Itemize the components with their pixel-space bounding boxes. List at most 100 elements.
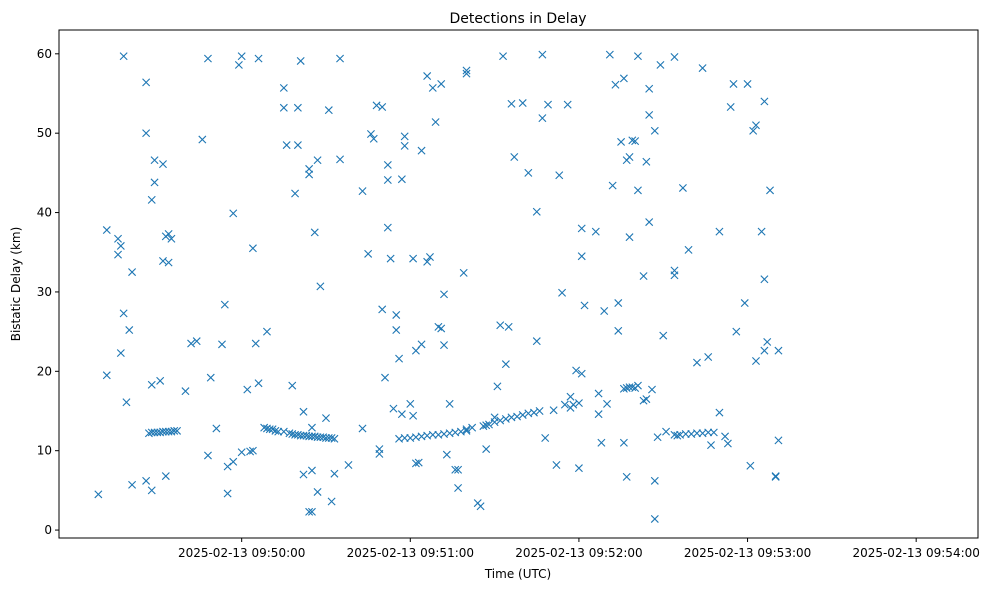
data-point: [698, 64, 707, 73]
data-point: [212, 424, 221, 433]
data-point: [496, 416, 505, 425]
data-point: [614, 326, 623, 335]
y-tick-label: 30: [37, 285, 52, 299]
data-point: [631, 137, 640, 146]
data-point: [482, 445, 491, 454]
data-point: [327, 497, 336, 506]
data-point: [400, 132, 409, 141]
data-point: [485, 420, 493, 429]
data-point: [692, 358, 701, 367]
data-point: [605, 50, 614, 59]
data-point: [751, 357, 760, 365]
data-point: [518, 99, 527, 108]
data-point: [751, 121, 760, 130]
data-point: [580, 301, 589, 310]
data-point: [451, 465, 460, 474]
y-tick-label: 20: [37, 364, 52, 378]
data-point: [611, 80, 620, 89]
data-point: [549, 406, 558, 415]
data-point: [383, 176, 392, 185]
data-point: [763, 337, 772, 346]
data-point: [164, 258, 173, 267]
data-point: [757, 227, 766, 236]
data-point: [156, 376, 165, 385]
data-point: [187, 339, 196, 348]
x-axis-label: Time (UTC): [484, 567, 551, 581]
data-point: [749, 126, 758, 135]
data-point: [293, 141, 302, 150]
data-point: [150, 156, 159, 165]
data-point: [392, 326, 401, 335]
data-point: [220, 300, 229, 309]
data-point: [501, 414, 510, 423]
data-point: [577, 369, 586, 378]
data-point: [625, 153, 634, 161]
data-point: [440, 341, 449, 350]
data-point: [409, 254, 418, 263]
data-point: [493, 382, 502, 391]
data-point: [142, 129, 151, 138]
data-point: [400, 141, 409, 150]
data-point: [114, 250, 123, 259]
data-point: [628, 136, 637, 145]
data-point: [650, 514, 659, 523]
data-point: [774, 346, 783, 355]
data-point: [116, 349, 125, 358]
y-axis-label: Bistatic Delay (km): [9, 227, 23, 342]
data-point: [574, 399, 583, 408]
data-point: [94, 490, 103, 499]
data-point: [628, 383, 637, 392]
data-point: [479, 422, 488, 431]
data-point: [307, 507, 316, 516]
data-point: [535, 407, 544, 415]
data-point: [167, 234, 176, 243]
data-point: [726, 103, 735, 111]
data-point: [760, 346, 769, 355]
data-point: [552, 460, 561, 469]
data-point: [206, 373, 215, 382]
data-point: [147, 486, 156, 495]
data-point: [704, 428, 713, 437]
data-point: [622, 472, 631, 481]
x-tick-label: 2025-02-13 09:52:00: [515, 546, 642, 560]
data-point: [558, 288, 567, 297]
data-point: [608, 181, 617, 190]
data-point: [246, 447, 255, 456]
data-point: [423, 72, 432, 81]
data-point: [501, 360, 510, 369]
data-point: [440, 290, 449, 299]
y-tick-label: 50: [37, 126, 52, 140]
data-point: [740, 299, 749, 308]
data-point: [442, 450, 451, 459]
data-point: [383, 160, 392, 169]
data-point: [142, 78, 151, 87]
data-point: [397, 410, 406, 419]
y-tick-label: 60: [37, 47, 52, 61]
data-point: [721, 432, 730, 441]
data-point: [313, 156, 322, 165]
data-point: [119, 309, 128, 318]
data-point: [383, 223, 392, 232]
data-point: [633, 186, 642, 195]
data-point: [173, 426, 182, 435]
data-point: [237, 52, 246, 61]
data-point: [378, 103, 387, 111]
data-point: [563, 100, 572, 109]
data-point: [510, 153, 519, 161]
data-point: [150, 428, 159, 437]
data-point: [293, 103, 302, 112]
data-point: [496, 321, 505, 330]
data-point: [594, 410, 603, 419]
data-point: [305, 432, 314, 441]
data-point: [577, 252, 586, 261]
y-tick-label: 40: [37, 206, 52, 220]
data-point: [650, 476, 659, 485]
data-point: [504, 322, 513, 331]
data-point: [161, 427, 170, 436]
y-axis: 0 10 20 30 40 50 60: [37, 47, 59, 537]
data-point: [600, 307, 609, 315]
data-point: [299, 470, 308, 479]
data-point: [715, 408, 724, 417]
data-point: [366, 129, 375, 138]
